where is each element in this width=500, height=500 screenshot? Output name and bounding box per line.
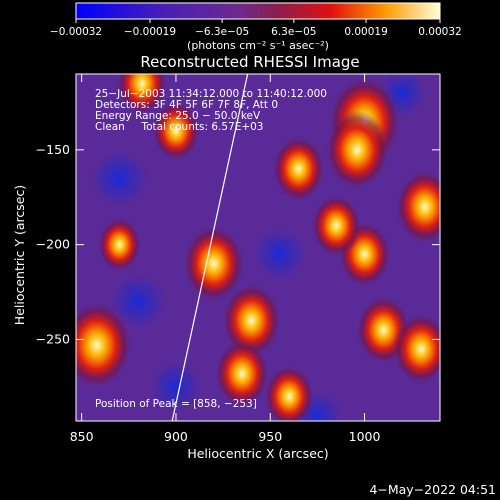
y-tick-label: −250	[36, 331, 70, 346]
cold-region	[148, 358, 204, 415]
y-tick-label: −200	[36, 237, 70, 252]
annotation-peak: Position of Peak = [858, −253]	[95, 398, 257, 410]
footer-date: 4−May−2022 04:51	[369, 482, 496, 497]
x-axis-label: Heliocentric X (arcsec)	[187, 446, 328, 461]
hot-region	[221, 283, 281, 358]
x-tick-label: 850	[70, 429, 94, 444]
plot-frame	[75, 73, 441, 422]
hot-region	[395, 169, 440, 244]
plot-area: 850 900 950 1000 −150 −200 −250	[36, 73, 441, 444]
hot-region	[392, 313, 440, 385]
hot-region	[76, 301, 132, 389]
hot-region	[214, 339, 270, 408]
y-tick-label: −150	[36, 142, 70, 157]
hot-region	[97, 217, 142, 272]
x-tick-label: 1000	[349, 429, 381, 444]
annotation-counts: Clean Total counts: 6.57E+03	[95, 121, 264, 133]
x-tick-label: 950	[258, 429, 282, 444]
annotation-energy: Energy Range: 25.0 − 50.0 keV	[95, 110, 261, 122]
colorbar-units: (photons cm⁻² s⁻¹ asec⁻²)	[187, 39, 329, 52]
solar-limb-line	[171, 74, 249, 421]
hot-region	[272, 136, 325, 202]
hot-region	[311, 194, 362, 257]
colorbar-tick-label: −0.00019	[124, 26, 176, 38]
cold-region	[108, 271, 169, 332]
hot-region	[117, 74, 168, 115]
colorbar: −0.00032 −0.00019 −6.3e−05 6.3e−05 0.00019 0.…	[50, 2, 462, 52]
annotation-detectors: Detectors: 3F 4F 5F 6F 7F 8F, Att 0	[95, 99, 278, 111]
cold-region	[250, 225, 309, 284]
hot-region	[264, 365, 315, 421]
colorbar-tick-label: 0.00019	[344, 26, 387, 38]
colorbar-tick-label: 6.3e−05	[271, 26, 316, 38]
annotations: 25−Jul−2003 11:34:12.000 to 11:40:12.000…	[95, 88, 327, 410]
hot-region	[325, 110, 389, 190]
colorbar-tick-label: −0.00032	[50, 26, 102, 38]
colorbar-tick-label: 0.00032	[418, 26, 461, 38]
x-tick-label: 900	[164, 429, 188, 444]
hot-region	[152, 101, 200, 161]
y-axis-label: Heliocentric Y (arcsec)	[12, 185, 27, 325]
annotation-time: 25−Jul−2003 11:34:12.000 to 11:40:12.000	[95, 88, 327, 100]
chart-title: Reconstructed RHESSI Image	[140, 53, 359, 71]
colorbar-tick-label: −6.3e−05	[195, 26, 249, 38]
colorbar-gradient	[75, 2, 441, 20]
cold-region	[88, 147, 151, 210]
hot-region	[183, 225, 245, 302]
